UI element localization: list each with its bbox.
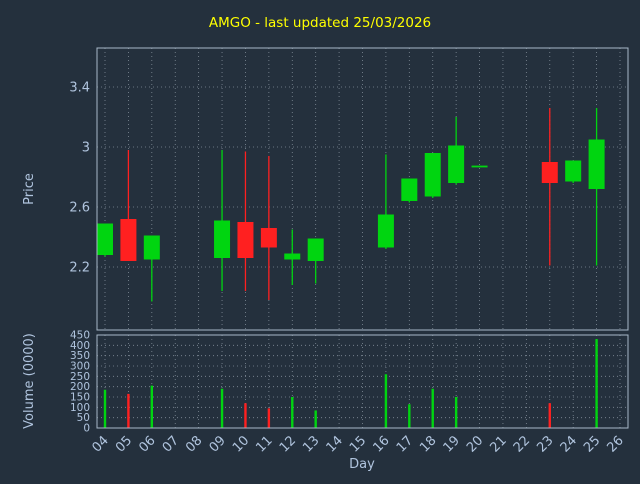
candle-day-06 [143,235,160,302]
x-tick-label: 26 [605,433,627,455]
x-tick-label: 22 [511,433,533,455]
volume-tick-label: 100 [70,402,90,414]
volume-panel-border [96,334,629,429]
x-tick-label: 07 [160,433,182,455]
candle-body [214,220,231,258]
candle-body [307,238,324,261]
chart-title: AMGO - last updated 25/03/2026 [209,15,431,31]
candle-body [588,139,605,189]
candle-day-11 [260,156,277,300]
volume-tick-label: 50 [77,412,90,424]
price-tick-label: 3.4 [69,81,90,96]
candle-body [448,145,465,183]
price-tick-label: 3 [82,141,90,156]
grid [97,48,628,429]
candles [97,108,605,302]
x-tick-label: 17 [394,433,416,455]
candle-day-10 [237,151,254,291]
candle-body [424,153,441,197]
price-tick-label: 2.6 [69,201,90,216]
candle-body [97,223,113,255]
x-tick-label: 24 [558,433,580,455]
x-tick-label: 16 [370,433,392,455]
candle-body [284,253,301,260]
x-tick-label: 05 [113,433,135,455]
candle-body [260,228,277,248]
candle-day-17 [401,178,418,203]
day-axis-label: Day [349,457,375,472]
candle-body [401,178,418,201]
candle-body [237,222,254,258]
volume-axis-label: Volume (0000) [22,333,37,429]
candle-body [120,219,137,261]
price-tick-label: 2.2 [69,261,90,276]
volume-tick-label: 400 [70,340,90,352]
candle-day-12 [284,229,301,285]
x-tick-label: 18 [417,433,439,455]
candle-day-04 [97,223,113,257]
x-tick-label: 20 [464,433,486,455]
x-tick-label: 14 [324,433,346,455]
price-panel-border [96,47,629,331]
candle-body [471,165,488,168]
x-tick-label: 15 [347,433,369,455]
volume-tick-label: 150 [70,392,90,404]
candle-day-20 [471,165,488,168]
candle-day-23 [541,108,558,266]
x-tick-label: 06 [136,433,158,455]
x-tick-label: 10 [230,433,252,455]
volume-tick-label: 200 [70,381,90,393]
x-tick-label: 11 [253,433,275,455]
candle-day-18 [424,153,441,198]
candle-body [565,160,582,182]
volume-bars [103,339,598,428]
candle-day-16 [377,154,394,249]
candle-day-24 [565,160,582,183]
x-tick-label: 23 [534,433,556,455]
candle-day-05 [120,150,137,261]
candle-body [541,162,558,183]
x-tick-label: 08 [183,433,205,455]
candle-day-19 [448,117,465,185]
volume-tick-label: 250 [70,371,90,383]
candle-day-13 [307,238,324,284]
candle-day-09 [214,150,231,291]
x-tick-label: 19 [441,433,463,455]
x-tick-label: 04 [90,433,112,455]
x-tick-label: 25 [581,433,603,455]
candle-day-25 [588,108,605,266]
candle-body [377,214,394,248]
x-tick-label: 13 [300,433,322,455]
volume-tick-label: 350 [70,350,90,362]
volume-tick-label: 0 [83,423,90,435]
x-tick-label: 21 [487,433,509,455]
x-tick-label: 12 [277,433,299,455]
x-tick-label: 09 [207,433,229,455]
volume-tick-label: 300 [70,361,90,373]
price-axis-label: Price [22,173,37,205]
volume-tick-label: 450 [70,330,90,342]
candle-body [143,235,160,260]
